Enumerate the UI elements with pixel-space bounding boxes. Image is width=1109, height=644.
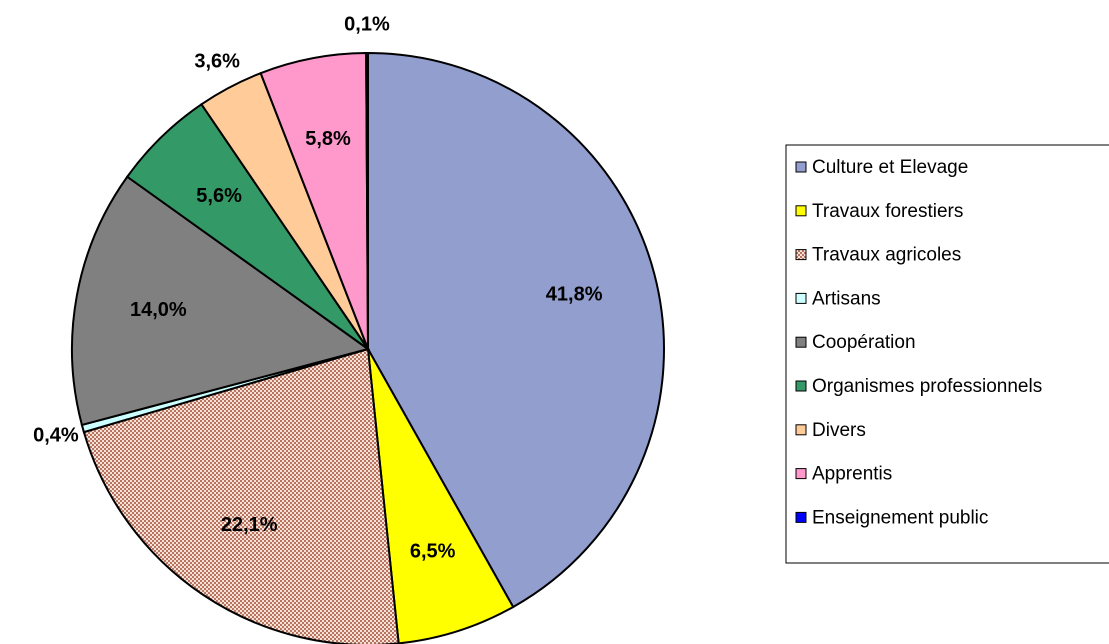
- legend-label: Divers: [812, 420, 866, 441]
- value-label: 0,1%: [344, 13, 390, 35]
- legend-swatch: [795, 424, 807, 436]
- value-label: 14,0%: [130, 299, 187, 321]
- value-label: 5,8%: [305, 128, 351, 150]
- legend-label: Travaux forestiers: [812, 201, 963, 222]
- legend-box: [785, 144, 1109, 564]
- value-label: 22,1%: [221, 514, 278, 536]
- legend-label: Travaux agricoles: [812, 245, 961, 266]
- value-label: 6,5%: [410, 540, 456, 562]
- pie-slice: [365, 51, 369, 350]
- legend-label: Coopération: [812, 332, 916, 353]
- pie-slice: [367, 348, 515, 644]
- legend-label: Culture et Elevage: [812, 157, 968, 178]
- legend-swatch: [795, 161, 807, 173]
- legend-swatch: [795, 468, 807, 480]
- legend-label: Enseignement public: [812, 507, 988, 528]
- pie-slice: [82, 347, 400, 644]
- legend-swatch: [795, 380, 807, 392]
- legend-label: Organismes professionnels: [812, 376, 1042, 397]
- value-label: 5,6%: [196, 185, 242, 207]
- pie-slice: [71, 175, 371, 427]
- pie-slice: [367, 51, 665, 609]
- legend-swatch: [795, 511, 807, 523]
- legend-label: Artisans: [812, 288, 881, 309]
- value-label: 0,4%: [33, 424, 79, 446]
- legend-swatch: [795, 249, 807, 261]
- value-label: 3,6%: [194, 51, 240, 73]
- value-label: 41,8%: [546, 283, 603, 305]
- legend-label: Apprentis: [812, 464, 892, 485]
- legend-swatch: [795, 336, 807, 348]
- legend-swatch: [795, 292, 807, 304]
- legend-swatch: [795, 205, 807, 217]
